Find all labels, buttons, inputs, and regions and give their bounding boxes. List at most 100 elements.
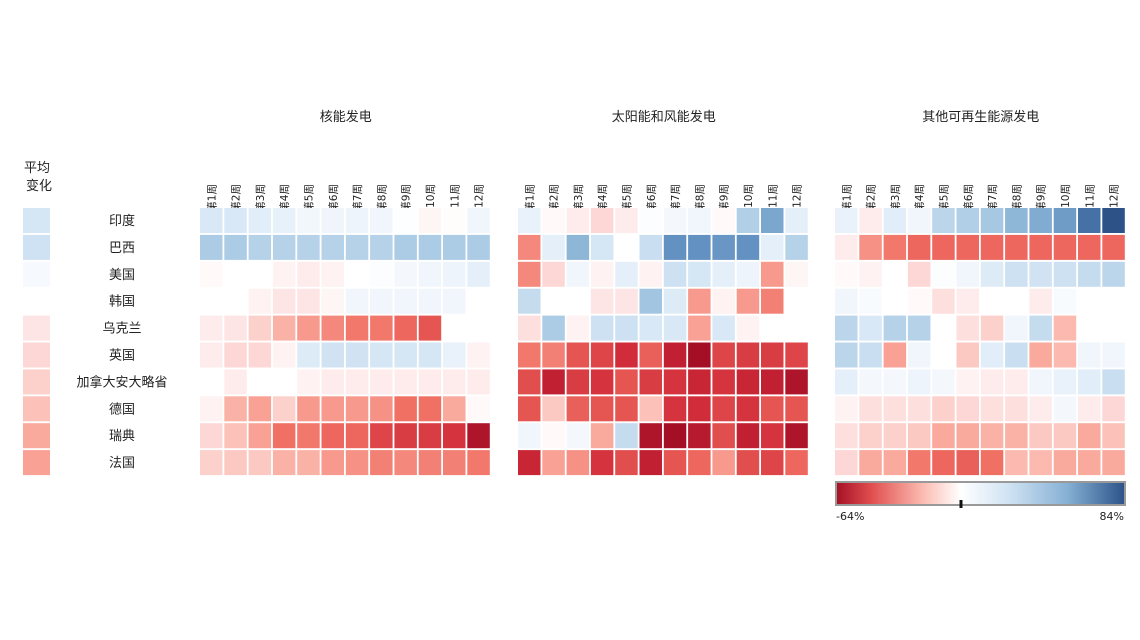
heatmap-cell bbox=[321, 261, 344, 287]
heatmap-cell bbox=[1029, 315, 1052, 341]
heatmap-cell bbox=[883, 208, 907, 233]
heatmap-cell bbox=[859, 208, 882, 233]
heatmap-cell bbox=[566, 288, 590, 314]
heatmap-cell bbox=[1053, 450, 1077, 476]
heatmap-cell bbox=[712, 342, 735, 368]
heatmap-cell bbox=[272, 396, 296, 422]
heatmap-cell bbox=[688, 342, 711, 368]
heatmap-cell bbox=[615, 369, 638, 395]
heatmap-cell bbox=[688, 396, 711, 422]
heatmap-cell bbox=[566, 396, 590, 422]
heatmap-cell bbox=[418, 450, 442, 476]
heatmap-cell bbox=[224, 315, 247, 341]
heatmap-cell bbox=[418, 396, 442, 422]
panel: 太阳能和风能发电第1周 第2周 第3周 第4周 第5周 第6周 第7周 第8周 第9周 第10周第… bbox=[518, 109, 808, 476]
heatmap-cell bbox=[859, 396, 882, 422]
heatmap-cell bbox=[785, 342, 808, 368]
heatmap-cell bbox=[1102, 396, 1125, 422]
week-label: 第6周 bbox=[962, 184, 975, 212]
heatmap-cell bbox=[615, 315, 638, 341]
heatmap-cell bbox=[907, 369, 931, 395]
heatmap-cell bbox=[980, 288, 1004, 314]
heatmap-cell bbox=[224, 261, 247, 287]
heatmap-cell bbox=[785, 369, 808, 395]
heatmap-cell bbox=[785, 450, 808, 476]
heatmap-cell bbox=[1078, 234, 1101, 260]
heatmap-cell bbox=[1005, 342, 1028, 368]
heatmap-cell bbox=[248, 234, 272, 260]
heatmap-cell bbox=[932, 369, 955, 395]
heatmap-cell bbox=[370, 396, 393, 422]
heatmap-cell bbox=[785, 234, 808, 260]
heatmap-cell bbox=[518, 342, 541, 368]
heatmap-cell bbox=[663, 208, 687, 233]
heatmap-cell bbox=[883, 342, 907, 368]
panel-title: 核能发电 bbox=[320, 109, 372, 125]
heatmap-cell bbox=[467, 315, 490, 341]
heatmap-cell bbox=[663, 423, 687, 449]
heatmap-cell bbox=[932, 423, 955, 449]
heatmap-cell bbox=[1029, 423, 1052, 449]
country-label: 美国 bbox=[109, 268, 135, 283]
week-label: 第4周 bbox=[913, 184, 926, 212]
heatmap-cell bbox=[1005, 450, 1028, 476]
heatmap-cell bbox=[639, 208, 662, 233]
heatmap-cell bbox=[663, 450, 687, 476]
heatmap-cell bbox=[663, 369, 687, 395]
heatmap-cell bbox=[956, 208, 979, 233]
heatmap-cell bbox=[467, 450, 490, 476]
heatmap-cell bbox=[443, 342, 466, 368]
week-label: 第5周 bbox=[302, 184, 315, 212]
heatmap-cell bbox=[639, 369, 662, 395]
heatmap-cell bbox=[883, 369, 907, 395]
week-label: 第9周 bbox=[718, 184, 731, 212]
heatmap-cell bbox=[370, 208, 393, 233]
heatmap-cell bbox=[518, 261, 541, 287]
heatmap-cell bbox=[321, 342, 344, 368]
week-label: 第4周 bbox=[596, 184, 609, 212]
heatmap-cell bbox=[1005, 234, 1028, 260]
heatmap-cell bbox=[1102, 369, 1125, 395]
heatmap-cell bbox=[1053, 261, 1077, 287]
heatmap-cell bbox=[980, 369, 1004, 395]
heatmap-cell bbox=[272, 315, 296, 341]
heatmap-cell bbox=[835, 234, 858, 260]
heatmap-cell bbox=[883, 315, 907, 341]
heatmap-cell bbox=[566, 261, 590, 287]
heatmap-cell bbox=[297, 369, 320, 395]
heatmap-cell bbox=[590, 423, 614, 449]
heatmap-cell bbox=[712, 396, 735, 422]
heatmap-cell bbox=[566, 369, 590, 395]
heatmap-cell bbox=[542, 208, 565, 233]
heatmap-cell bbox=[418, 342, 442, 368]
heatmap-cell bbox=[200, 342, 223, 368]
avg-change-cell bbox=[23, 423, 50, 449]
heatmap-cell bbox=[1029, 369, 1052, 395]
week-label: 第1周 bbox=[840, 184, 853, 212]
heatmap-cell bbox=[835, 315, 858, 341]
heatmap-cell bbox=[443, 423, 466, 449]
heatmap-cell bbox=[615, 450, 638, 476]
heatmap-cell bbox=[688, 208, 711, 233]
heatmap-cell bbox=[1005, 369, 1028, 395]
heatmap-cell bbox=[688, 369, 711, 395]
heatmap-cell bbox=[224, 450, 247, 476]
heatmap-cell bbox=[1029, 261, 1052, 287]
heatmap-cell bbox=[1029, 208, 1052, 233]
heatmap-cell bbox=[418, 369, 442, 395]
heatmap-cell bbox=[200, 208, 223, 233]
heatmap-cell bbox=[321, 450, 344, 476]
heatmap-cell bbox=[297, 315, 320, 341]
heatmap-cell bbox=[297, 208, 320, 233]
heatmap-cell bbox=[542, 234, 565, 260]
heatmap-cell bbox=[639, 234, 662, 260]
heatmap-cell bbox=[907, 261, 931, 287]
heatmap-cell bbox=[248, 315, 272, 341]
heatmap-cell bbox=[956, 450, 979, 476]
heatmap-cell bbox=[980, 396, 1004, 422]
heatmap-cell bbox=[224, 288, 247, 314]
heatmap-cell bbox=[956, 342, 979, 368]
heatmap-cell bbox=[663, 315, 687, 341]
avg-change-cell bbox=[23, 261, 50, 287]
avg-change-label-line2: 变化 bbox=[26, 178, 52, 194]
